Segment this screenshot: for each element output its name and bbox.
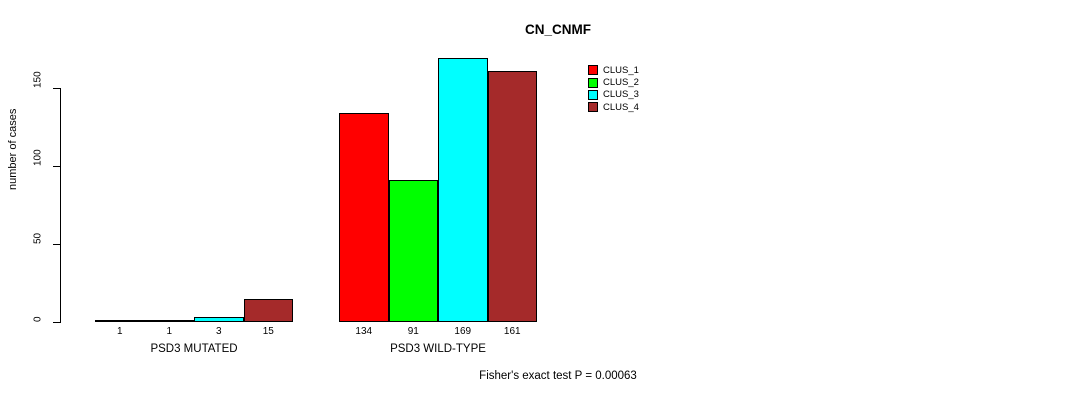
legend-item: CLUS_1 [588, 64, 639, 76]
bar-value-label: 3 [215, 326, 222, 337]
y-axis-line [60, 88, 61, 323]
legend-swatch-clus-1 [588, 65, 598, 76]
bar-clus-3 [194, 317, 244, 322]
y-tick [53, 322, 60, 323]
bar-value-label: 91 [407, 326, 419, 337]
y-tick [53, 88, 60, 89]
bar-clus-1 [339, 112, 389, 322]
legend-swatch-clus-2 [588, 77, 598, 88]
bar-clus-4 [487, 70, 537, 322]
bar-clus-2 [144, 320, 194, 322]
legend-item: CLUS_4 [588, 101, 639, 113]
legend-label: CLUS_2 [603, 77, 639, 89]
bar-value-label: 134 [355, 326, 373, 337]
group-label: PSD3 WILD-TYPE [390, 343, 486, 355]
legend-swatch-clus-4 [588, 102, 598, 113]
y-tick [53, 166, 60, 167]
chart-title: CN_CNMF [525, 22, 591, 37]
bar-value-label: 15 [262, 326, 274, 337]
legend-label: CLUS_4 [603, 101, 639, 113]
bar-value-label: 1 [116, 326, 123, 337]
legend-item: CLUS_3 [588, 89, 639, 101]
bar-clus-2 [388, 180, 438, 322]
legend-label: CLUS_1 [603, 64, 639, 76]
legend-item: CLUS_2 [588, 76, 639, 88]
bar-value-label: 161 [503, 326, 521, 337]
y-tick [53, 244, 60, 245]
group-label: PSD3 MUTATED [150, 343, 238, 355]
legend-label: CLUS_3 [603, 89, 639, 101]
legend: CLUS_1 CLUS_2 CLUS_3 CLUS_4 [588, 64, 639, 114]
bar-value-label: 169 [454, 326, 472, 337]
bar-value-label: 1 [166, 326, 173, 337]
bar-clus-4 [243, 298, 293, 322]
fisher-test-annotation: Fisher's exact test P = 0.00063 [479, 370, 637, 382]
legend-swatch-clus-3 [588, 89, 598, 100]
bar-clus-3 [438, 58, 488, 322]
bar-clus-1 [95, 320, 145, 322]
